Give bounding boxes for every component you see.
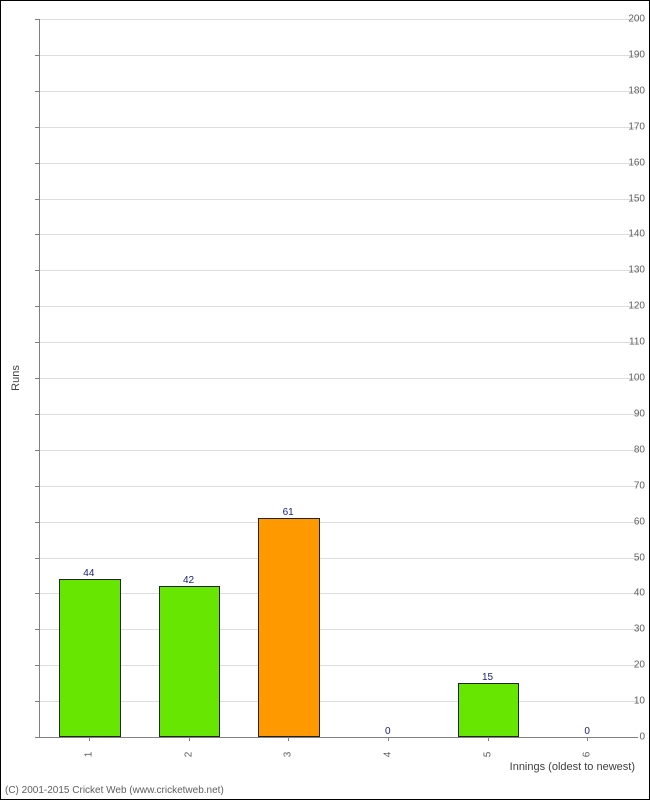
gridline xyxy=(40,306,638,307)
y-tick-mark xyxy=(35,450,39,451)
y-tick-label: 50 xyxy=(613,552,645,563)
y-tick-label: 20 xyxy=(613,660,645,671)
x-tick-label: 1 xyxy=(83,752,94,758)
y-axis-title: Runs xyxy=(10,365,22,391)
x-axis-title: Innings (oldest to newest) xyxy=(510,761,635,773)
y-tick-label: 130 xyxy=(613,265,645,276)
y-tick-mark xyxy=(35,522,39,523)
y-tick-mark xyxy=(35,414,39,415)
gridline xyxy=(40,55,638,56)
y-tick-mark xyxy=(35,737,39,738)
x-tick-label: 2 xyxy=(183,752,194,758)
y-tick-mark xyxy=(35,486,39,487)
x-tick-mark xyxy=(89,737,90,741)
gridline xyxy=(40,342,638,343)
y-tick-mark xyxy=(35,270,39,271)
y-tick-mark xyxy=(35,127,39,128)
gridline xyxy=(40,450,638,451)
gridline xyxy=(40,91,638,92)
gridline xyxy=(40,378,638,379)
bar xyxy=(458,683,520,737)
y-tick-label: 180 xyxy=(613,85,645,96)
y-tick-label: 90 xyxy=(613,408,645,419)
gridline xyxy=(40,629,638,630)
x-tick-mark xyxy=(488,737,489,741)
gridline xyxy=(40,199,638,200)
y-tick-mark xyxy=(35,593,39,594)
x-tick-label: 4 xyxy=(382,752,393,758)
y-tick-mark xyxy=(35,55,39,56)
y-tick-label: 110 xyxy=(613,337,645,348)
x-tick-label: 3 xyxy=(283,752,294,758)
bar-value-label: 44 xyxy=(83,563,94,581)
copyright-text: (C) 2001-2015 Cricket Web (www.cricketwe… xyxy=(5,785,224,796)
y-tick-label: 10 xyxy=(613,696,645,707)
gridline xyxy=(40,486,638,487)
gridline xyxy=(40,522,638,523)
y-tick-label: 120 xyxy=(613,301,645,312)
y-tick-label: 170 xyxy=(613,121,645,132)
y-tick-label: 60 xyxy=(613,516,645,527)
y-tick-mark xyxy=(35,199,39,200)
bar-value-label: 61 xyxy=(283,502,294,520)
y-tick-mark xyxy=(35,163,39,164)
y-tick-mark xyxy=(35,558,39,559)
chart-container: 0102030405060708090100110120130140150160… xyxy=(0,0,650,800)
y-tick-label: 200 xyxy=(613,14,645,25)
bar-value-label: 0 xyxy=(584,721,590,739)
gridline xyxy=(40,414,638,415)
y-tick-label: 30 xyxy=(613,624,645,635)
x-tick-mark xyxy=(189,737,190,741)
y-tick-label: 140 xyxy=(613,229,645,240)
bar-value-label: 42 xyxy=(183,570,194,588)
gridline xyxy=(40,234,638,235)
y-tick-mark xyxy=(35,91,39,92)
y-tick-mark xyxy=(35,306,39,307)
gridline xyxy=(40,701,638,702)
x-tick-mark xyxy=(288,737,289,741)
y-tick-mark xyxy=(35,629,39,630)
gridline xyxy=(40,593,638,594)
y-tick-mark xyxy=(35,19,39,20)
y-tick-label: 70 xyxy=(613,480,645,491)
y-tick-label: 0 xyxy=(613,732,645,743)
y-tick-label: 40 xyxy=(613,588,645,599)
bar xyxy=(159,586,221,737)
y-tick-mark xyxy=(35,665,39,666)
gridline xyxy=(40,163,638,164)
bar xyxy=(59,579,121,737)
y-tick-label: 150 xyxy=(613,193,645,204)
gridline xyxy=(40,665,638,666)
bar-value-label: 0 xyxy=(385,721,391,739)
gridline xyxy=(40,270,638,271)
y-tick-mark xyxy=(35,701,39,702)
gridline xyxy=(40,19,638,20)
y-tick-label: 80 xyxy=(613,444,645,455)
x-tick-label: 5 xyxy=(482,752,493,758)
gridline xyxy=(40,127,638,128)
x-tick-label: 6 xyxy=(582,752,593,758)
bar xyxy=(258,518,320,737)
bar-value-label: 15 xyxy=(482,667,493,685)
y-tick-mark xyxy=(35,342,39,343)
gridline xyxy=(40,558,638,559)
plot-area xyxy=(39,19,638,738)
y-tick-label: 190 xyxy=(613,49,645,60)
y-tick-label: 160 xyxy=(613,157,645,168)
y-tick-mark xyxy=(35,378,39,379)
y-tick-mark xyxy=(35,234,39,235)
y-tick-label: 100 xyxy=(613,373,645,384)
